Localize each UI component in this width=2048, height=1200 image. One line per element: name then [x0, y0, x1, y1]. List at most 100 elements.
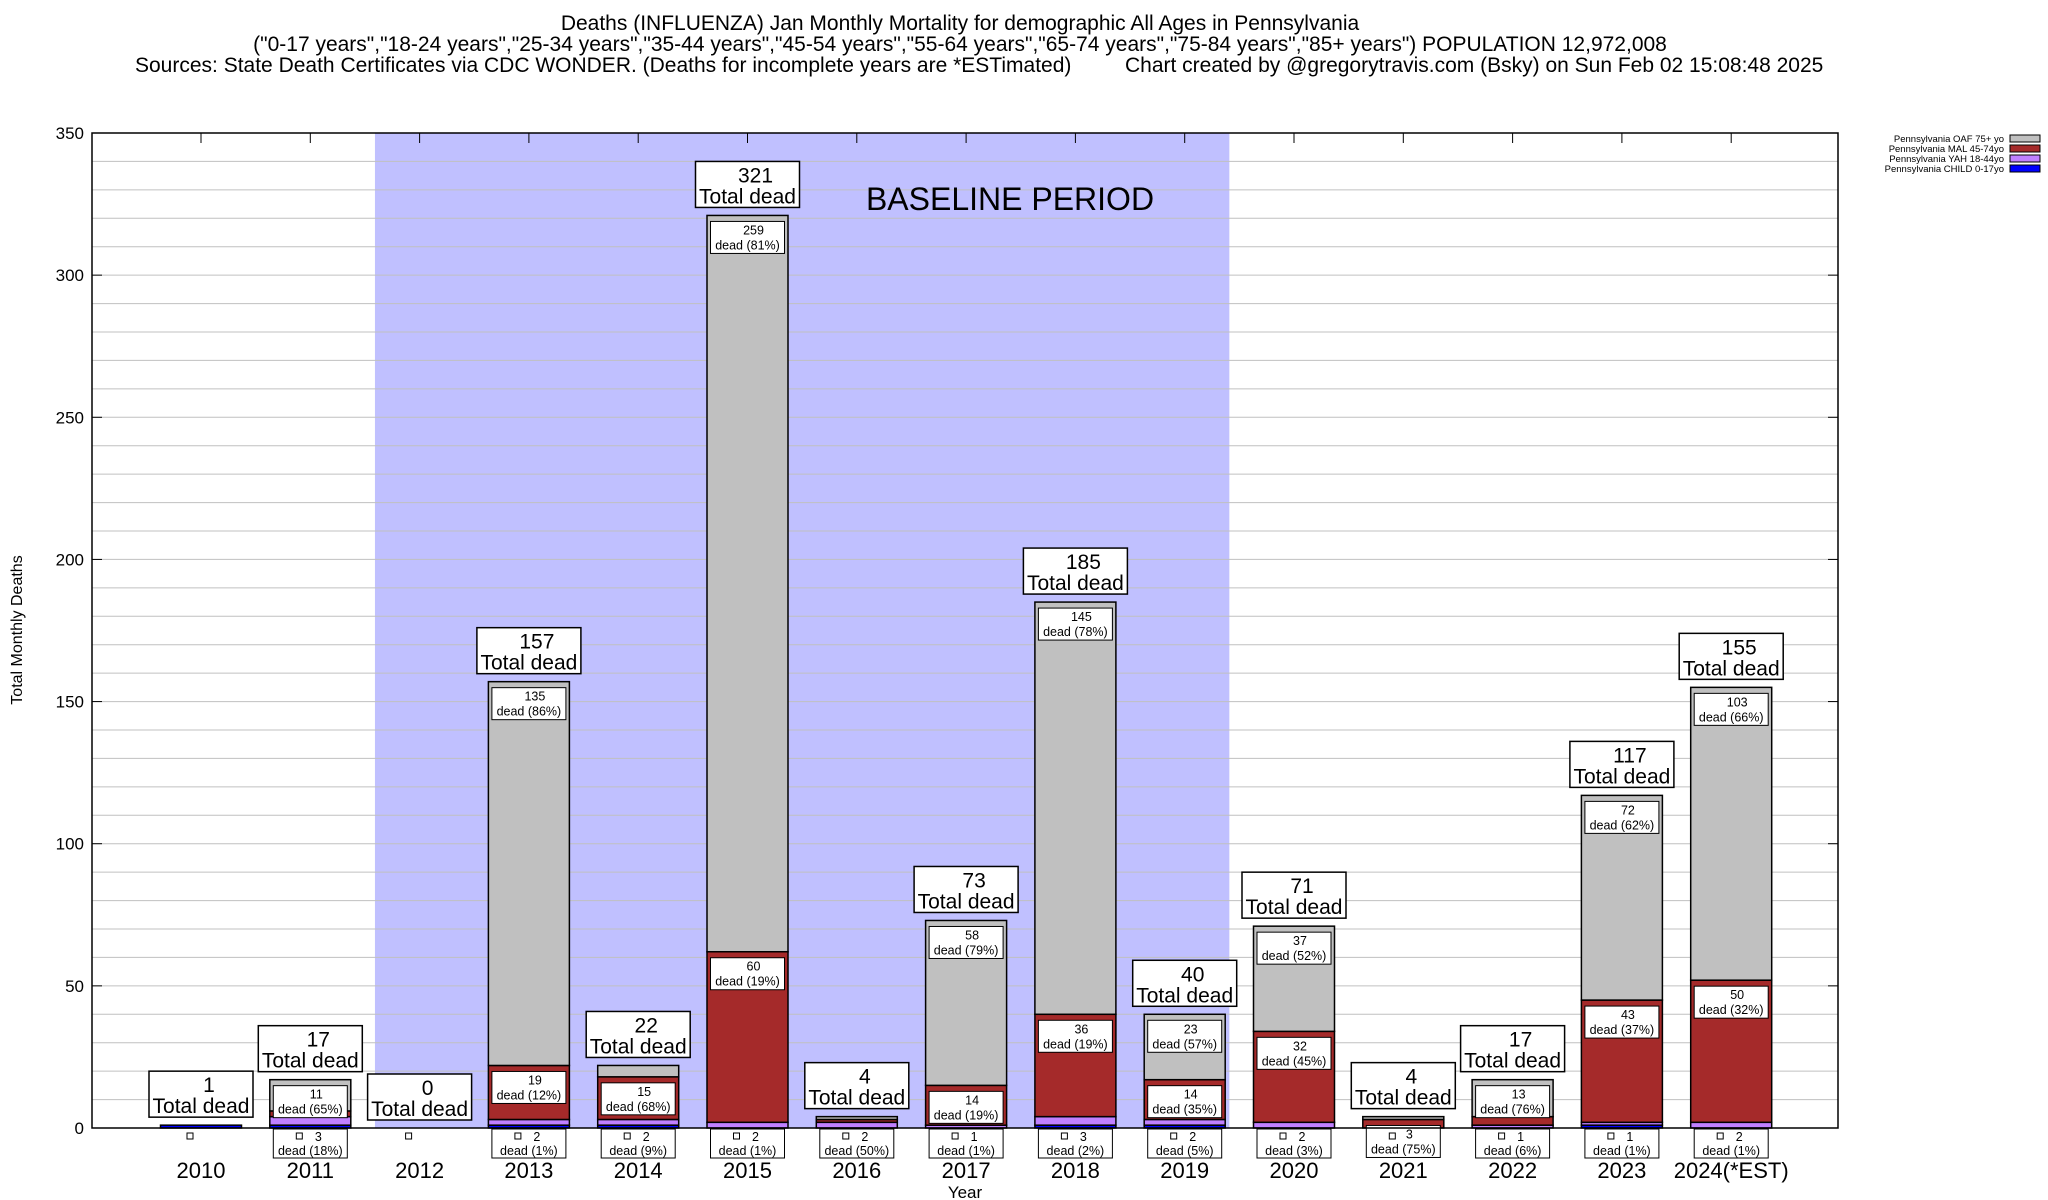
segment-value: 103: [1727, 695, 1748, 709]
segment-value: 1: [1517, 1130, 1524, 1144]
segment-label-box: [1147, 1085, 1223, 1119]
bar-segment-oaf: [815, 1115, 899, 1121]
segment-label: dead (32%): [1699, 1003, 1764, 1017]
segment-label-box: [600, 1082, 676, 1116]
segment-label-box: [819, 1128, 895, 1159]
total-label: Total dead: [1464, 1050, 1561, 1073]
segment-label-box: [1693, 1128, 1769, 1159]
segment-value: 2: [752, 1130, 759, 1144]
segment-value: 2: [533, 1130, 540, 1144]
total-label-box: [148, 1070, 254, 1118]
point-marker: [842, 1132, 850, 1140]
x-tick-label: 2023: [1597, 1158, 1646, 1183]
chart-title: Deaths (INFLUENZA) Jan Monthly Mortality…: [561, 12, 1360, 35]
total-label: Total dead: [153, 1095, 250, 1118]
point-marker: [514, 1132, 522, 1140]
total-label: Total dead: [1136, 984, 1233, 1007]
segment-value: 2: [861, 1130, 868, 1144]
total-value: 22: [635, 1014, 658, 1037]
annotation-label: BASELINE PERIOD: [866, 181, 1154, 217]
segment-label: dead (1%): [937, 1144, 995, 1158]
total-value: 185: [1066, 551, 1101, 574]
segment-value: 2: [1736, 1130, 1743, 1144]
y-tick-label: 150: [56, 693, 84, 712]
y-tick-label: 0: [75, 1119, 84, 1138]
bar-segment-yah: [487, 1118, 571, 1126]
segment-label-box: [491, 1070, 567, 1104]
segment-label-box: [1584, 1005, 1660, 1039]
total-label-box: [1022, 547, 1129, 595]
segment-label: dead (86%): [497, 705, 562, 719]
total-label-box: [585, 1010, 691, 1059]
legend-label: Pennsylvania YAH 18-44yo: [1889, 154, 2004, 165]
segment-label: dead (65%): [278, 1103, 343, 1117]
legend-swatch: [2009, 134, 2041, 143]
segment-label: dead (52%): [1262, 949, 1327, 963]
segment-label: dead (19%): [715, 975, 780, 989]
segment-value: 3: [1406, 1127, 1413, 1141]
x-tick-label: 2017: [942, 1158, 991, 1183]
segment-label-box: [710, 957, 785, 991]
segment-label: dead (1%): [1702, 1144, 1760, 1158]
total-label-box: [257, 1024, 364, 1073]
segment-label: dead (81%): [715, 238, 780, 252]
segment-label: dead (19%): [934, 1108, 999, 1122]
segment-label: dead (62%): [1590, 818, 1655, 832]
legend-label: Pennsylvania CHILD 0-17yo: [1885, 164, 2004, 175]
total-label: Total dead: [918, 890, 1015, 913]
total-label-box: [913, 865, 1019, 914]
total-label-box: [694, 160, 801, 209]
segment-value: 14: [1184, 1088, 1198, 1102]
total-value: 4: [1405, 1066, 1417, 1089]
segment-label: dead (35%): [1152, 1103, 1217, 1117]
y-tick-label: 300: [56, 266, 84, 285]
segment-value: 72: [1621, 803, 1635, 817]
total-label: Total dead: [1573, 765, 1670, 788]
x-axis-label: Year: [948, 1183, 983, 1200]
segment-value: 15: [637, 1085, 651, 1099]
bar-segment-oaf: [1689, 686, 1773, 981]
segment-label: dead (6%): [1484, 1144, 1542, 1158]
segment-label-box: [272, 1128, 348, 1159]
point-marker: [623, 1132, 631, 1140]
segment-label: dead (78%): [1043, 625, 1108, 639]
total-value: 17: [1509, 1029, 1532, 1052]
x-tick-label: 2015: [723, 1158, 772, 1183]
segment-value: 11: [310, 1088, 323, 1102]
total-label: Total dead: [590, 1035, 687, 1058]
segment-value: 259: [743, 223, 764, 237]
segment-label-box: [272, 1085, 348, 1119]
y-axis-label: Total Monthly Deaths: [9, 555, 26, 704]
total-value: 40: [1181, 963, 1204, 986]
segment-label: dead (9%): [609, 1144, 667, 1158]
segment-label: dead (79%): [934, 943, 999, 957]
bar-segment-yah: [815, 1121, 899, 1129]
total-label-box: [476, 626, 582, 675]
point-marker: [1716, 1132, 1724, 1140]
point-marker: [1498, 1132, 1506, 1140]
total-label: Total dead: [1246, 896, 1343, 919]
legend-swatch: [2009, 164, 2041, 173]
total-label-box: [1350, 1061, 1457, 1110]
bar-segment-oaf: [487, 680, 571, 1067]
segment-label-box: [1475, 1128, 1551, 1159]
bar-segment-yah: [1143, 1118, 1226, 1126]
legend-label: Pennsylvania OAF 75+ yo: [1894, 134, 2004, 145]
segment-label: dead (19%): [1043, 1037, 1108, 1051]
total-label: Total dead: [1355, 1087, 1452, 1110]
segment-label: dead (66%): [1699, 710, 1764, 724]
y-tick-label: 50: [65, 977, 84, 996]
x-tick-label: 2020: [1270, 1158, 1319, 1183]
y-tick-label: 250: [56, 408, 84, 427]
segment-label: dead (57%): [1152, 1037, 1217, 1051]
segment-label: dead (3%): [1265, 1144, 1323, 1158]
segment-label-box: [491, 1128, 567, 1159]
total-label-box: [1678, 632, 1784, 681]
segment-label-box: [1037, 607, 1113, 641]
chart-subtitle: ("0-17 years","18-24 years","25-34 years…: [253, 33, 1667, 56]
segment-label: dead (18%): [278, 1144, 343, 1158]
point-marker: [186, 1132, 194, 1140]
segment-value: 2: [643, 1130, 650, 1144]
segment-label-box: [1475, 1085, 1551, 1119]
